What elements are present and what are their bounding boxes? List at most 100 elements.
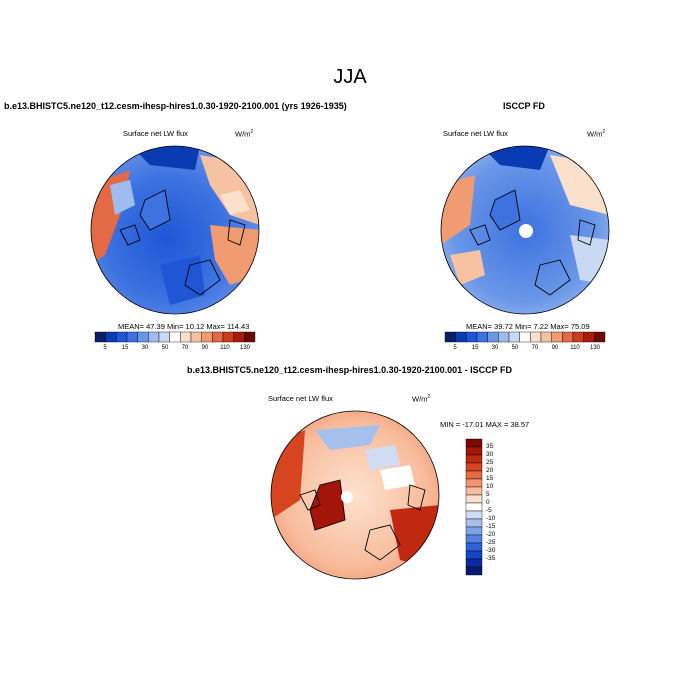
colorbar-tick-label: 15 (486, 475, 494, 482)
colorbar-tick-label: -5 (486, 507, 492, 514)
colorbar-swatch (244, 331, 256, 343)
greenland-coast (139, 189, 171, 231)
colorbar-swatch (476, 331, 488, 343)
greenland-coast (309, 479, 346, 531)
colorbar-tick-label: 25 (486, 459, 494, 466)
panel-2-colorbar-labels: 5 15 30 50 70 90 110 130 (445, 345, 605, 353)
colorbar-swatch (465, 558, 483, 568)
colorbar-swatch (180, 331, 192, 343)
colorbar-swatch (190, 331, 202, 343)
colorbar-tick-label: 130 (239, 345, 250, 351)
panel-2-colorbar (444, 331, 606, 343)
cold-region (480, 146, 550, 170)
colorbar-tick-label: 130 (589, 345, 600, 351)
colorbar-swatch (583, 331, 595, 343)
warm-region (450, 250, 485, 285)
colorbar-tick-label: 5 (453, 345, 457, 351)
colorbar-swatch (465, 534, 483, 544)
coastline (184, 259, 221, 296)
colorbar-tick-label: 5 (103, 345, 107, 351)
colorbar-swatch (465, 462, 483, 472)
colorbar-tick-label: 70 (531, 345, 539, 351)
colorbar-swatch (551, 331, 563, 343)
pole-hole (519, 224, 533, 238)
colorbar-tick-label: -30 (486, 547, 496, 554)
panel-1-stats: MEAN= 47.39 Min= 10.12 Max= 114.43 (118, 322, 250, 331)
colorbar-swatch (465, 502, 483, 512)
colorbar-swatch (465, 478, 483, 488)
colorbar-swatch (465, 542, 483, 552)
mid-region (110, 180, 135, 215)
panel-1-map (90, 145, 260, 315)
panel-2-units: W/m2 (587, 129, 606, 139)
colorbar-swatch (594, 331, 606, 343)
cold-region (365, 445, 400, 470)
panel-1-colorbar-labels: 5 15 30 50 70 90 110 130 (95, 345, 255, 353)
colorbar-swatch (148, 331, 160, 343)
panel-1-title: b.e13.BHISTC5.ne120_t12.cesm-ihesp-hires… (4, 101, 347, 111)
colorbar-swatch (465, 494, 483, 504)
colorbar-swatch (444, 331, 456, 343)
panel-2-variable: Surface net LW flux (443, 129, 508, 138)
colorbar-tick-label: -25 (486, 539, 496, 546)
colorbar-swatch (222, 331, 234, 343)
colorbar-tick-label: 50 (511, 345, 519, 351)
coastline (119, 224, 141, 246)
mid-region (220, 190, 250, 215)
cold-region (315, 425, 380, 450)
colorbar-swatch (540, 331, 552, 343)
colorbar-swatch (562, 331, 574, 343)
coastline (577, 219, 596, 246)
panel-3-stats: MIN = -17.01 MAX = 38.57 (440, 420, 530, 429)
colorbar-swatch (137, 331, 149, 343)
colorbar-tick-label: -20 (486, 531, 496, 538)
colorbar-swatch (519, 331, 531, 343)
colorbar-swatch (465, 470, 483, 480)
cold-region (130, 146, 200, 170)
coastline (534, 259, 571, 296)
greenland-coast (489, 189, 521, 231)
colorbar-swatch (530, 331, 542, 343)
colorbar-swatch (116, 331, 128, 343)
colorbar-tick-label: 90 (201, 345, 209, 351)
colorbar-tick-label: -15 (486, 523, 496, 530)
colorbar-tick-label: 10 (486, 483, 494, 490)
colorbar-tick-label: 90 (551, 345, 559, 351)
colorbar-swatch (233, 331, 245, 343)
colorbar-swatch (212, 331, 224, 343)
colorbar-swatch (465, 518, 483, 528)
colorbar-swatch (465, 486, 483, 496)
panel-1-colorbar (94, 331, 256, 343)
colorbar-swatch (465, 550, 483, 560)
colorbar-swatch (465, 446, 483, 456)
colorbar-tick-label: 30 (491, 345, 499, 351)
cold-region (160, 255, 205, 305)
colorbar-swatch (572, 331, 584, 343)
colorbar-tick-label: -10 (486, 515, 496, 522)
colorbar-tick-label: 110 (570, 345, 580, 351)
colorbar-tick-label: 30 (141, 345, 149, 351)
colorbar-tick-label: 5 (486, 491, 490, 498)
panel-3-title: b.e13.BHISTC5.ne120_t12.cesm-ihesp-hires… (187, 365, 512, 375)
colorbar-swatch (465, 438, 483, 448)
colorbar-tick-label: -35 (486, 555, 496, 562)
colorbar-swatch (508, 331, 520, 343)
panel-3-colorbar (465, 438, 483, 576)
colorbar-swatch (201, 331, 213, 343)
panel-2-map (440, 145, 610, 315)
colorbar-tick-label: 15 (471, 345, 479, 351)
panel-1-units: W/m2 (235, 129, 254, 139)
coastline (227, 219, 246, 246)
panel-3-map (270, 410, 440, 580)
colorbar-swatch (498, 331, 510, 343)
panel-2-title: ISCCP FD (503, 101, 545, 111)
coastline (469, 224, 491, 246)
figure-title: JJA (333, 66, 367, 88)
panel-3-variable: Surface net LW flux (268, 394, 333, 403)
coastline (299, 489, 321, 511)
colorbar-tick-label: 70 (181, 345, 189, 351)
colorbar-swatch (465, 566, 483, 576)
colorbar-swatch (465, 454, 483, 464)
coastline (364, 524, 401, 561)
colorbar-swatch (466, 331, 478, 343)
